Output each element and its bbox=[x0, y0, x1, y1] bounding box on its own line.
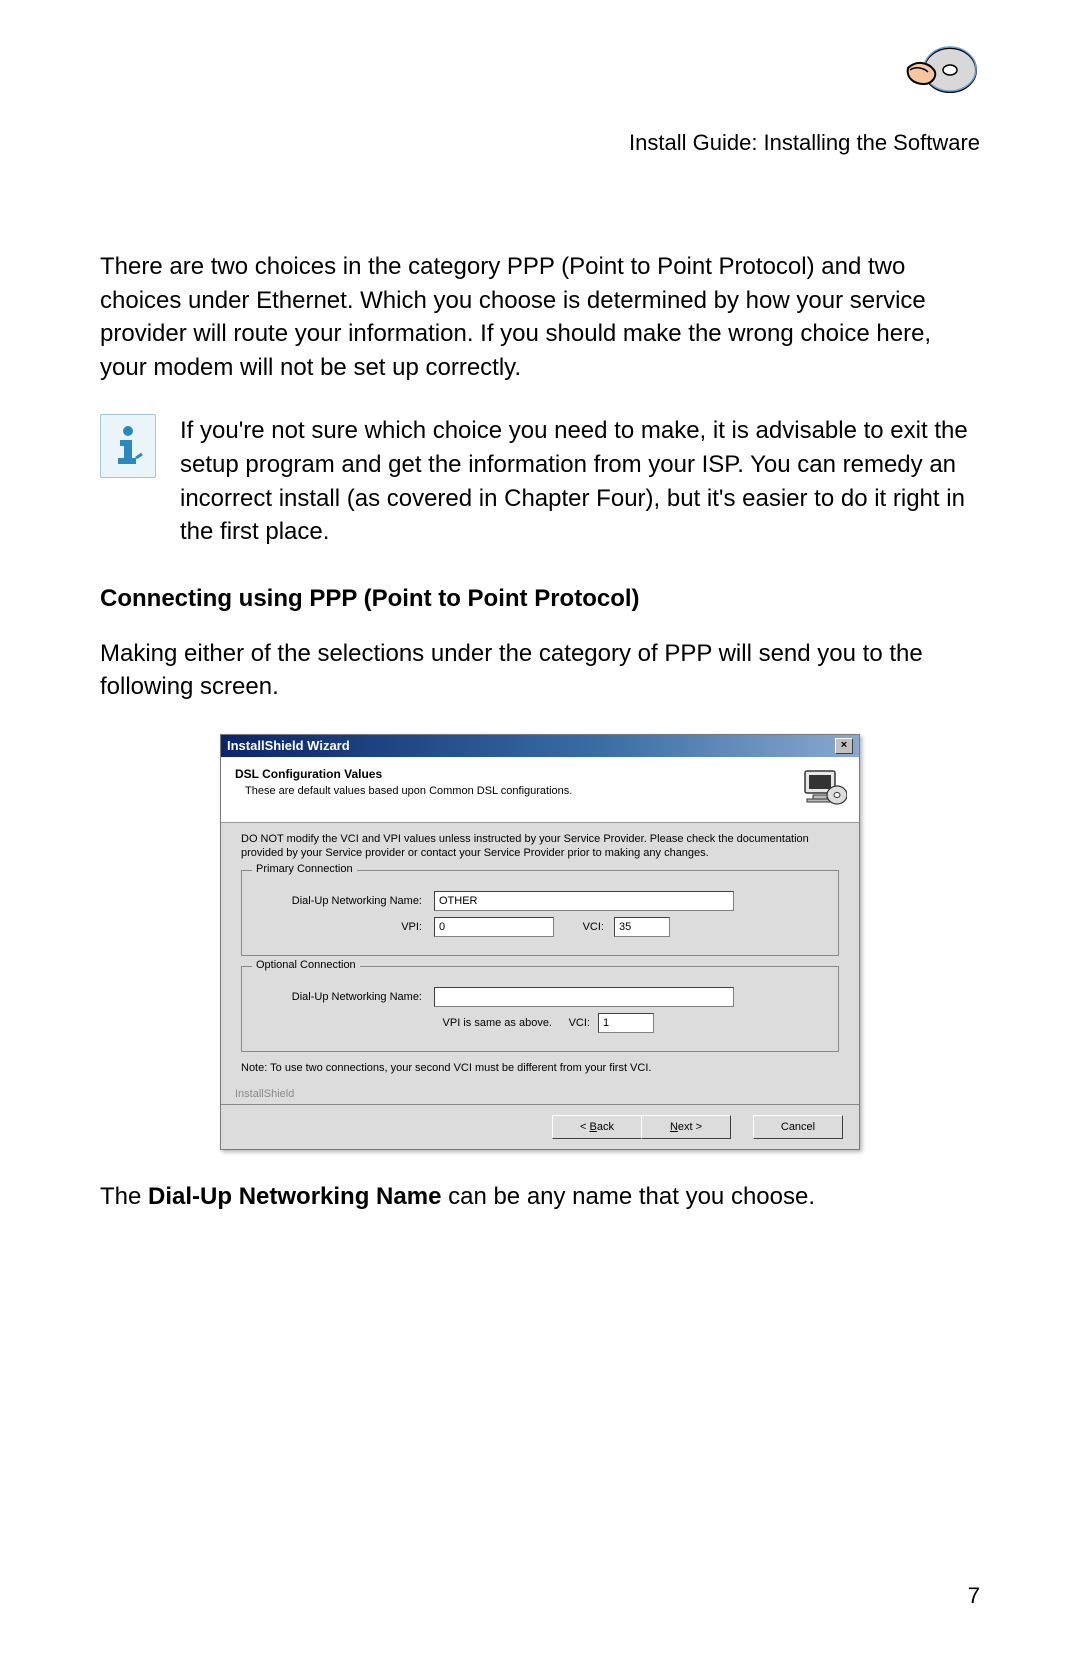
cd-hand-icon bbox=[902, 40, 980, 113]
ppp-intro-paragraph: Making either of the selections under th… bbox=[100, 637, 980, 704]
optional-connection-group: Optional Connection Dial-Up Networking N… bbox=[241, 966, 839, 1052]
after-pre: The bbox=[100, 1183, 148, 1210]
primary-name-label: Dial-Up Networking Name: bbox=[254, 895, 434, 907]
after-bold: Dial-Up Networking Name bbox=[148, 1183, 441, 1210]
installshield-dialog: InstallShield Wizard × DSL Configuration… bbox=[220, 734, 860, 1151]
info-text: If you're not sure which choice you need… bbox=[180, 414, 980, 548]
primary-group-title: Primary Connection bbox=[252, 863, 357, 875]
page-number: 7 bbox=[968, 1583, 980, 1609]
header-breadcrumb: Install Guide: Installing the Software bbox=[629, 130, 980, 156]
optional-name-label: Dial-Up Networking Name: bbox=[254, 991, 434, 1003]
dialog-body: DO NOT modify the VCI and VPI values unl… bbox=[221, 823, 859, 1089]
optional-vpi-same: VPI is same as above. bbox=[254, 1017, 564, 1029]
cancel-button[interactable]: Cancel bbox=[753, 1115, 843, 1139]
next-button[interactable]: Next > bbox=[641, 1115, 731, 1139]
dialog-note: Note: To use two connections, your secon… bbox=[241, 1062, 839, 1074]
dialog-title: InstallShield Wizard bbox=[227, 738, 350, 753]
after-post: can be any name that you choose. bbox=[441, 1183, 815, 1210]
dialog-header-sub: These are default values based upon Comm… bbox=[235, 785, 845, 797]
optional-group-title: Optional Connection bbox=[252, 959, 360, 971]
computer-icon bbox=[799, 765, 847, 814]
ppp-heading: Connecting using PPP (Point to Point Pro… bbox=[100, 585, 980, 613]
after-dialog-paragraph: The Dial-Up Networking Name can be any n… bbox=[100, 1180, 980, 1214]
optional-name-input[interactable] bbox=[434, 987, 734, 1007]
dialog-screenshot: InstallShield Wizard × DSL Configuration… bbox=[100, 734, 980, 1151]
dialog-titlebar: InstallShield Wizard × bbox=[221, 735, 859, 757]
dialog-button-bar: < Back Next > Cancel bbox=[221, 1104, 859, 1149]
primary-vci-label: VCI: bbox=[554, 921, 614, 933]
info-callout: If you're not sure which choice you need… bbox=[100, 414, 980, 548]
optional-vci-label: VCI: bbox=[564, 1017, 598, 1029]
optional-vci-input[interactable] bbox=[598, 1013, 654, 1033]
primary-name-input[interactable] bbox=[434, 891, 734, 911]
back-button[interactable]: < Back bbox=[552, 1115, 642, 1139]
close-button[interactable]: × bbox=[835, 738, 853, 754]
dialog-warning: DO NOT modify the VCI and VPI values unl… bbox=[241, 833, 839, 861]
primary-connection-group: Primary Connection Dial-Up Networking Na… bbox=[241, 870, 839, 956]
installshield-brand: InstallShield bbox=[221, 1088, 859, 1104]
document-page: Install Guide: Installing the Software T… bbox=[0, 0, 1080, 1669]
primary-vpi-label: VPI: bbox=[254, 921, 434, 933]
dialog-header-title: DSL Configuration Values bbox=[235, 767, 845, 781]
intro-paragraph: There are two choices in the category PP… bbox=[100, 250, 980, 384]
primary-vci-input[interactable] bbox=[614, 917, 670, 937]
primary-vpi-input[interactable] bbox=[434, 917, 554, 937]
info-icon bbox=[100, 414, 156, 478]
dialog-header: DSL Configuration Values These are defau… bbox=[221, 757, 859, 823]
